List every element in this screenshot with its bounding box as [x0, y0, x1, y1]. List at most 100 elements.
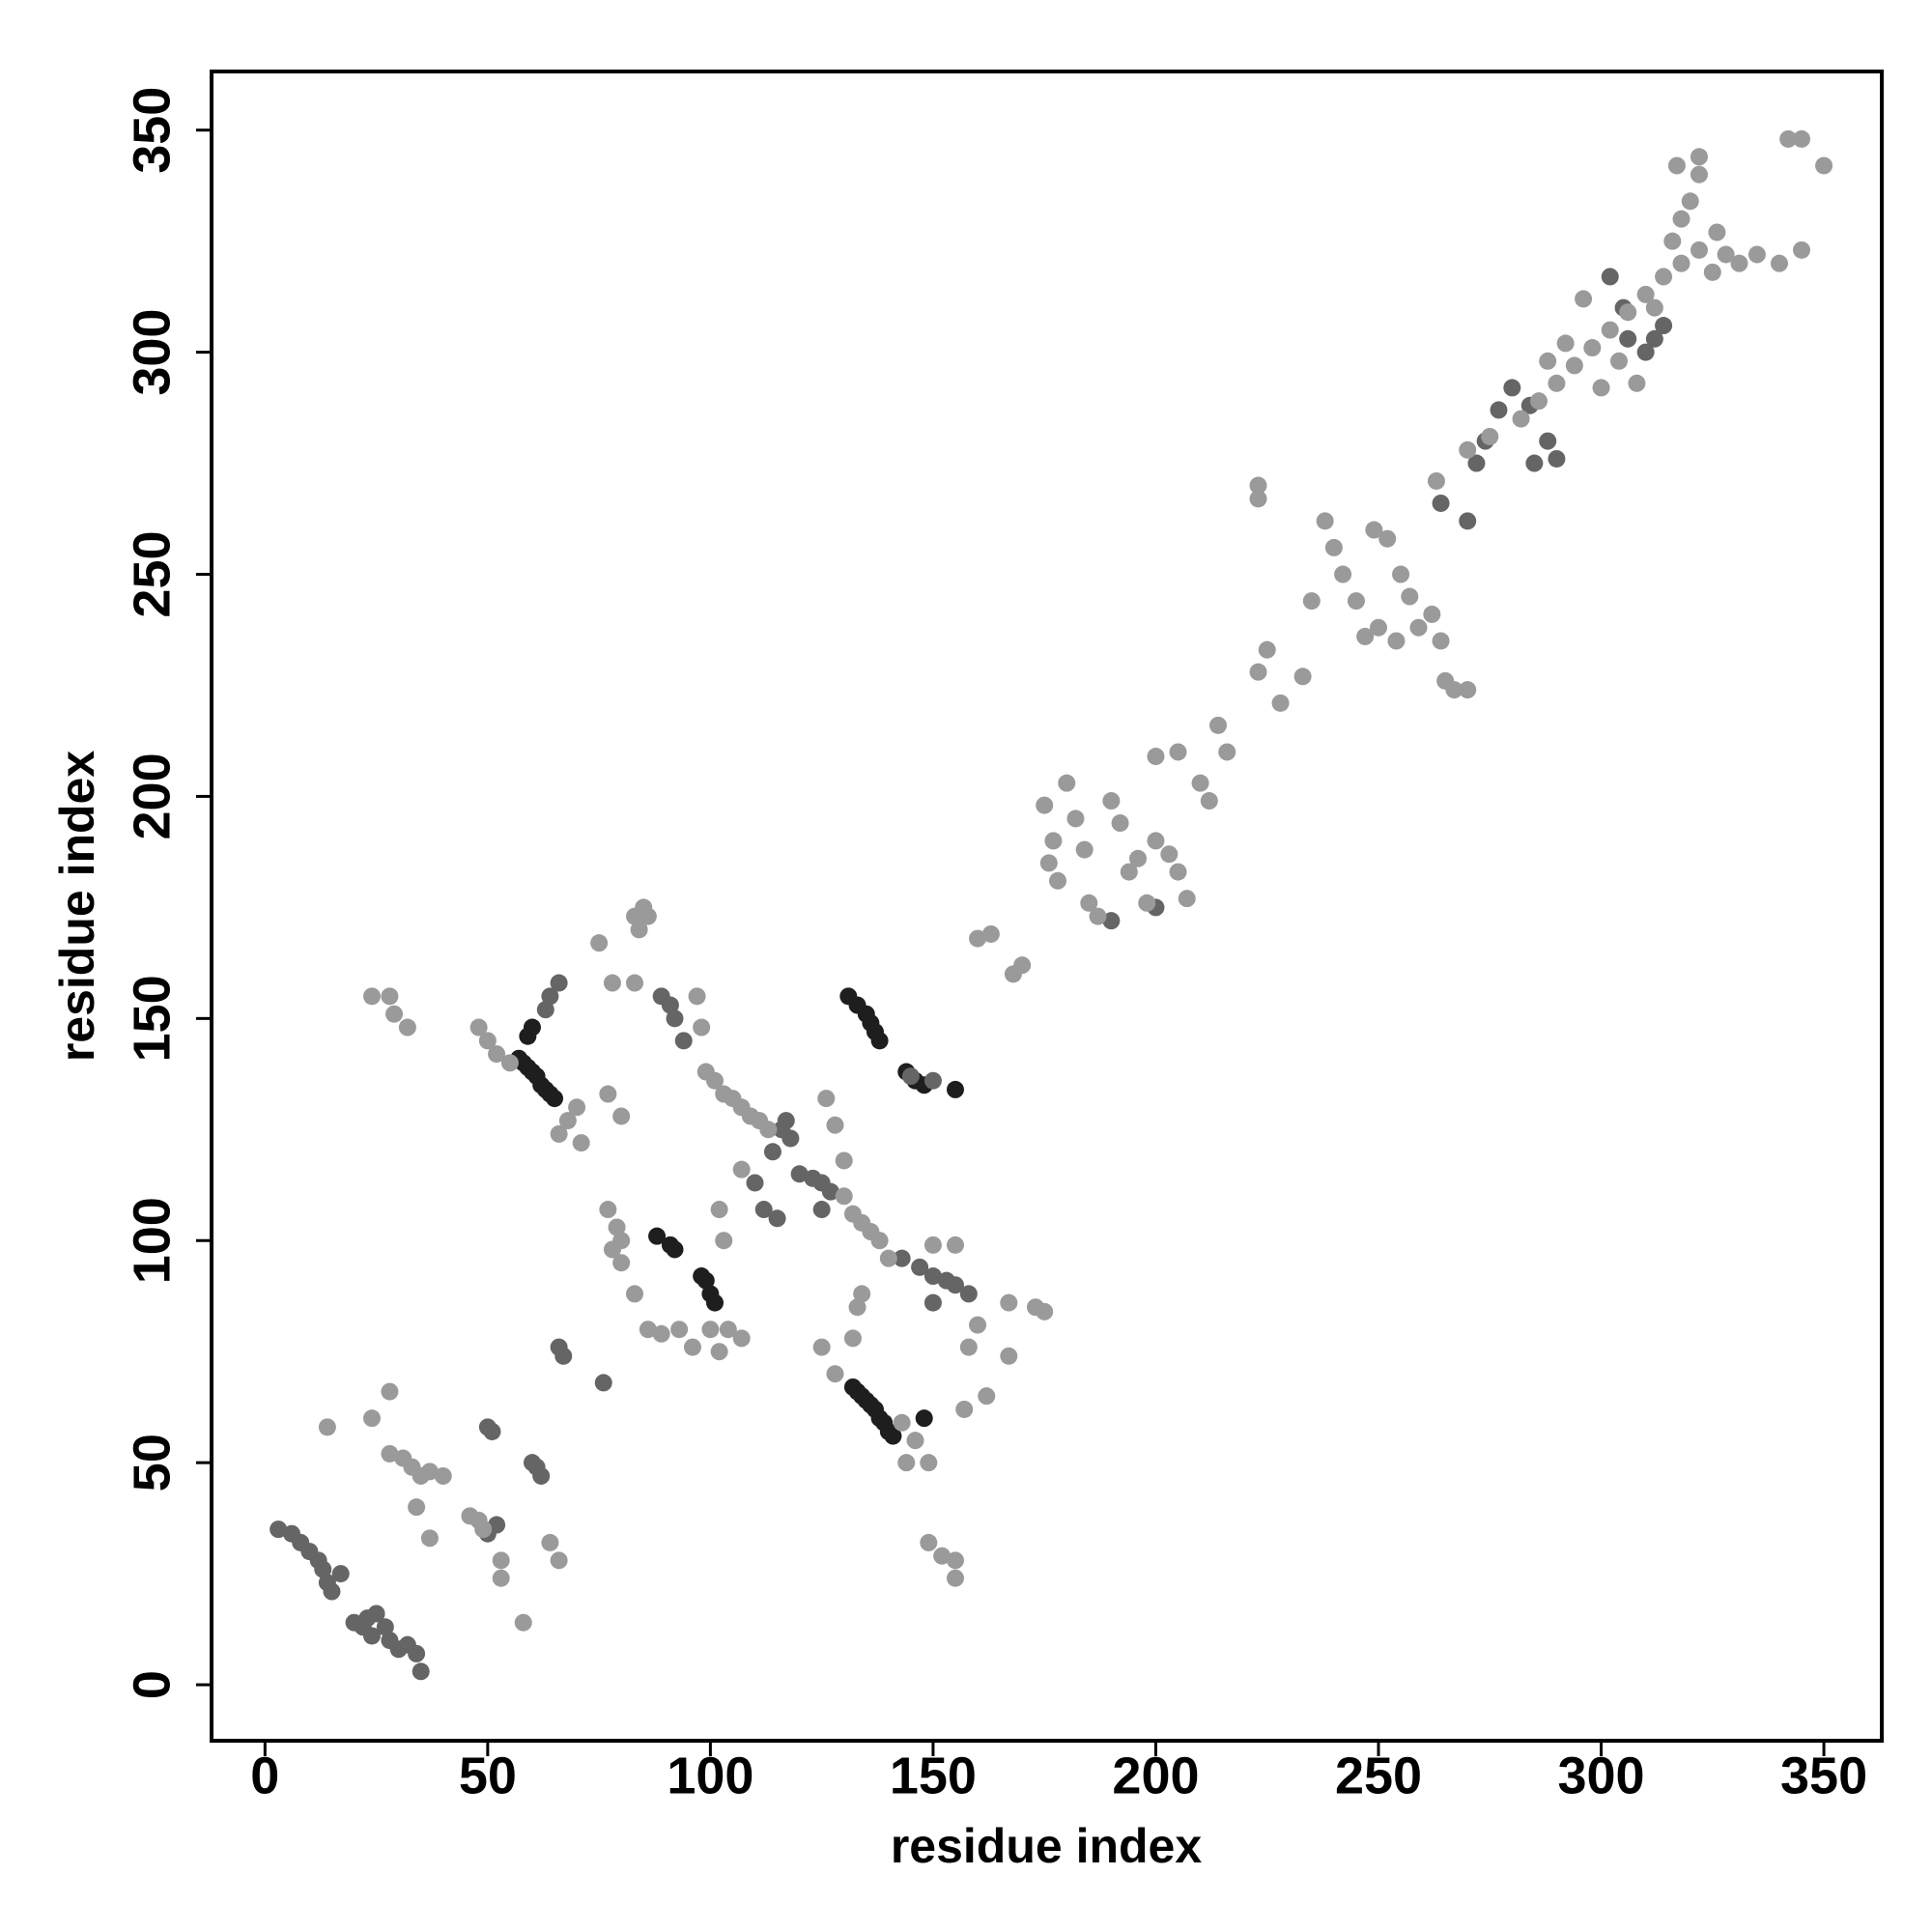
point — [1293, 668, 1312, 686]
point — [1432, 632, 1450, 650]
point — [546, 1090, 564, 1108]
point — [1459, 512, 1477, 530]
y-tick-label: 250 — [123, 530, 181, 617]
point — [630, 921, 648, 939]
point — [1209, 716, 1228, 734]
point — [1316, 512, 1334, 530]
point — [568, 1098, 586, 1117]
point — [701, 1321, 720, 1339]
point — [1793, 129, 1811, 148]
point — [1401, 587, 1419, 606]
point — [1089, 907, 1107, 925]
point — [1102, 792, 1121, 810]
point — [946, 1551, 964, 1570]
point — [1036, 1302, 1054, 1321]
point — [626, 1285, 644, 1303]
point — [710, 1201, 728, 1219]
point — [893, 1413, 911, 1432]
point — [906, 1432, 924, 1450]
x-tick-label: 200 — [1112, 1747, 1199, 1804]
point — [1636, 285, 1655, 303]
point — [1539, 352, 1557, 370]
point — [550, 974, 568, 992]
point — [1271, 694, 1290, 712]
point — [835, 1187, 853, 1206]
point — [1058, 774, 1076, 792]
point — [826, 1116, 844, 1134]
point — [541, 987, 559, 1006]
point — [1129, 849, 1148, 867]
point — [1575, 290, 1593, 308]
point — [362, 987, 381, 1006]
point — [434, 1466, 452, 1485]
point — [884, 1427, 902, 1445]
point — [1779, 129, 1798, 148]
point — [1667, 156, 1686, 175]
point — [923, 1293, 942, 1312]
point — [1481, 427, 1499, 445]
y-tick-label: 50 — [123, 1434, 181, 1492]
point — [558, 1112, 577, 1130]
y-tick-label: 150 — [123, 975, 181, 1062]
point — [790, 1165, 809, 1183]
point — [732, 1160, 751, 1179]
point — [1747, 245, 1766, 264]
point — [835, 1151, 853, 1170]
point — [381, 1382, 399, 1401]
point — [1039, 854, 1058, 872]
point — [1049, 871, 1067, 890]
point — [1525, 454, 1544, 472]
point — [706, 1293, 724, 1312]
point — [1619, 303, 1637, 322]
point — [1427, 471, 1445, 490]
point — [661, 996, 679, 1014]
point — [1369, 618, 1387, 637]
point — [759, 1121, 778, 1139]
point — [626, 974, 644, 992]
point — [514, 1613, 532, 1632]
point — [1387, 632, 1406, 650]
point — [478, 1032, 497, 1050]
x-tick-label: 150 — [890, 1747, 977, 1804]
point — [362, 1409, 381, 1428]
point — [1258, 640, 1276, 659]
point — [1080, 894, 1098, 912]
point — [362, 1627, 381, 1645]
point — [920, 1533, 938, 1551]
point — [1138, 894, 1156, 912]
point — [946, 1080, 964, 1098]
point — [474, 1520, 493, 1539]
point — [1000, 1293, 1018, 1312]
point — [773, 1121, 791, 1139]
point — [550, 1551, 568, 1570]
point — [897, 1454, 916, 1472]
point — [603, 974, 621, 992]
point — [1636, 343, 1655, 361]
point — [746, 1174, 764, 1192]
point — [420, 1463, 439, 1481]
point — [603, 1240, 621, 1259]
point — [1548, 449, 1566, 468]
point — [412, 1662, 430, 1681]
point — [923, 1267, 942, 1286]
point — [911, 1258, 929, 1276]
x-tick-label: 100 — [667, 1747, 753, 1804]
point — [821, 1182, 839, 1201]
point — [1793, 241, 1811, 259]
point — [572, 1134, 590, 1152]
point — [1445, 681, 1463, 699]
point — [652, 1324, 670, 1343]
point — [843, 1329, 862, 1348]
point — [612, 1254, 631, 1272]
point — [981, 924, 1000, 943]
point — [666, 1240, 684, 1259]
point — [1645, 329, 1663, 348]
point — [599, 1085, 617, 1103]
point — [1249, 663, 1267, 681]
point — [1000, 1347, 1018, 1365]
point — [1490, 401, 1508, 419]
y-tick-label: 0 — [123, 1670, 181, 1699]
point — [688, 987, 706, 1006]
point — [536, 1001, 554, 1019]
point — [590, 934, 609, 952]
